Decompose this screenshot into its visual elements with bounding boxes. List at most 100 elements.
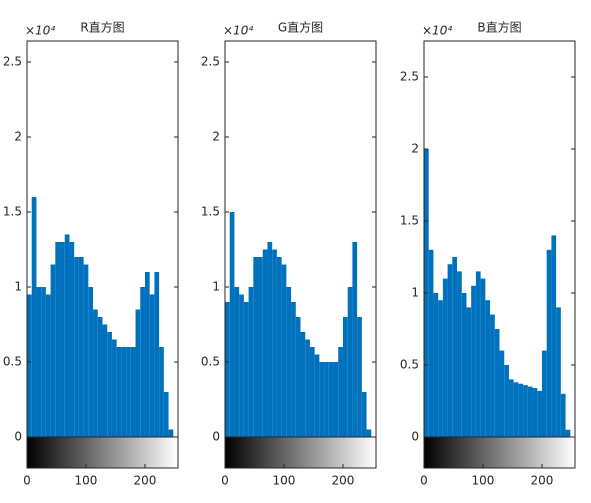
y-tick-label: 1.5 <box>3 205 22 219</box>
bar <box>513 382 519 437</box>
bar <box>121 347 127 437</box>
x-tick-label: 200 <box>332 474 355 488</box>
bar <box>135 309 141 437</box>
bar <box>361 392 367 437</box>
x-tick-label: 200 <box>531 474 554 488</box>
bar <box>485 300 491 437</box>
y-tick-label: 0 <box>14 430 22 444</box>
panel-title: B直方图 <box>477 20 521 35</box>
x-tick-label: 0 <box>420 474 428 488</box>
bar <box>295 317 301 437</box>
x-tick-label: 200 <box>134 474 157 488</box>
bar <box>83 264 89 437</box>
bar <box>428 249 434 437</box>
bar <box>60 242 65 437</box>
bar <box>229 212 235 437</box>
y-tick-label: 0.5 <box>400 358 419 372</box>
y-tick-label: 0.5 <box>3 355 22 369</box>
bar <box>461 293 467 437</box>
bar <box>438 300 443 437</box>
bar <box>50 264 56 437</box>
y-tick-label: 1 <box>14 280 22 294</box>
colorbar <box>225 437 376 468</box>
bar <box>342 317 348 437</box>
bar <box>305 339 310 437</box>
bar <box>262 249 268 437</box>
y-tick-label: 1 <box>212 280 220 294</box>
bar <box>163 392 169 437</box>
bar <box>243 302 249 437</box>
bar <box>504 365 509 437</box>
bar <box>27 294 32 437</box>
bar <box>41 287 46 437</box>
y-tick-label: 2 <box>411 142 419 156</box>
x-tick-label: 100 <box>472 474 495 488</box>
bar <box>494 329 500 437</box>
y-tick-label: 2.5 <box>400 70 419 84</box>
bar <box>140 287 145 437</box>
bar <box>475 271 481 437</box>
x-tick-label: 100 <box>75 474 98 488</box>
bar <box>36 287 42 437</box>
bar <box>93 309 98 437</box>
bar <box>31 197 37 437</box>
bar <box>551 235 557 437</box>
bar <box>64 234 70 437</box>
bar <box>116 347 122 437</box>
bar <box>357 317 362 437</box>
bar <box>499 350 505 437</box>
bar <box>291 302 296 437</box>
bar <box>286 287 292 437</box>
y-tick-label: 1.5 <box>400 214 419 228</box>
y-tick-label: 2 <box>14 130 22 144</box>
bar <box>480 278 486 437</box>
panel-title: G直方图 <box>278 20 323 35</box>
bar <box>490 314 495 437</box>
bar <box>508 379 514 437</box>
bar <box>258 257 263 437</box>
bar <box>333 362 339 437</box>
bar <box>102 324 108 437</box>
bar <box>45 294 51 437</box>
axes-box <box>224 40 377 469</box>
bar <box>518 383 524 437</box>
bar <box>319 362 325 437</box>
axes-box <box>26 40 179 469</box>
bar <box>324 362 329 437</box>
bar <box>111 339 117 437</box>
bar <box>452 257 458 437</box>
bar <box>457 271 462 437</box>
bar <box>97 317 103 437</box>
y-tick-label: 2 <box>212 130 220 144</box>
bar <box>267 242 273 437</box>
bar <box>154 272 160 437</box>
bar <box>537 390 542 437</box>
y-tick-label: 0.5 <box>201 355 220 369</box>
bar <box>69 242 75 437</box>
bar <box>546 249 552 437</box>
bar <box>366 429 372 437</box>
bar <box>88 287 94 437</box>
bar <box>55 242 61 437</box>
colorbar <box>424 437 575 468</box>
bar <box>471 285 476 437</box>
bar <box>560 393 566 437</box>
bar <box>130 347 136 437</box>
bar <box>352 242 358 437</box>
bar <box>74 257 79 437</box>
bar <box>314 354 320 437</box>
bar <box>144 272 150 437</box>
bar <box>168 429 174 437</box>
bar <box>347 287 353 437</box>
bar <box>328 362 334 437</box>
panel-title: R直方图 <box>80 20 124 35</box>
x-tick-label: 100 <box>273 474 296 488</box>
bar <box>159 347 164 437</box>
bar <box>309 347 315 437</box>
bar <box>541 350 547 437</box>
bar <box>248 287 254 437</box>
bar <box>532 388 538 437</box>
bar <box>253 257 259 437</box>
x-tick-label: 0 <box>23 474 31 488</box>
